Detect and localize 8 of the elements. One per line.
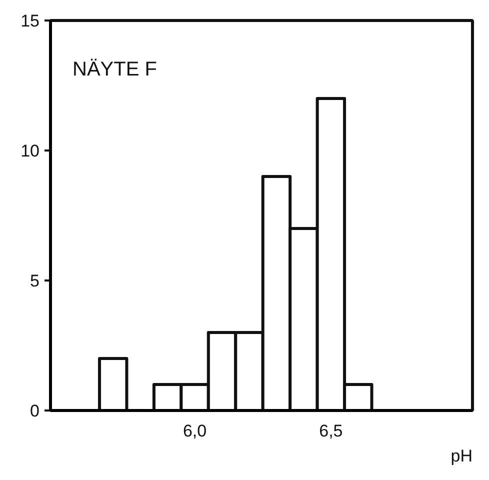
y-tick-label: 5 <box>30 272 40 290</box>
y-tick-label: 0 <box>30 402 40 420</box>
x-tick-label: 6,5 <box>319 422 343 440</box>
x-tick-label: 6,0 <box>182 422 207 440</box>
x-axis-title: pH <box>450 446 473 466</box>
y-tick-label: 15 <box>20 12 40 30</box>
text: NÄYTE F <box>72 58 157 80</box>
y-tick-label: 10 <box>20 142 40 160</box>
